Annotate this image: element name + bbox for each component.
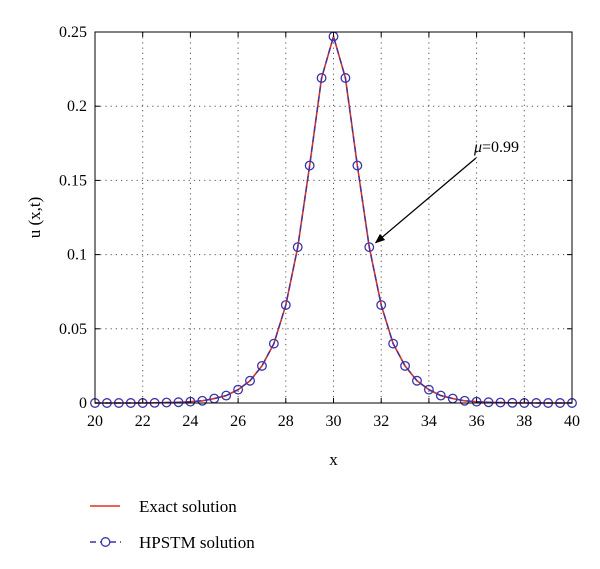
- plot-frame: [94, 31, 573, 404]
- legend-label-exact-solution: Exact solution: [139, 497, 237, 516]
- y-axis-label: u (x,t): [25, 197, 44, 239]
- data-point: [412, 375, 422, 386]
- x-axis-label: x: [329, 450, 338, 469]
- annotation-prefix: μ: [473, 139, 482, 156]
- annotation-arrow: [374, 157, 477, 244]
- x-tick-label: 38: [516, 413, 532, 430]
- data-point: [280, 300, 291, 311]
- annotation-label: μ=0.99: [473, 139, 519, 156]
- data-point: [173, 397, 184, 408]
- data-point: [376, 300, 387, 311]
- y-tick-label: 0: [79, 395, 87, 412]
- ticks: 20 22 24 26 28 30 32 34 36 38 40 0 0.05 0.1 0.15 0.2 0.2…: [59, 24, 580, 430]
- data-point: [268, 338, 279, 349]
- legend-marker-hpstm-solution: [100, 537, 111, 547]
- data-point: [364, 242, 375, 253]
- data-point: [304, 160, 315, 171]
- grid: [95, 32, 572, 403]
- legend-label-hpstm-solution: HPSTM solution: [139, 533, 255, 552]
- y-tick-label: 0.15: [59, 172, 87, 189]
- x-tick-label: 22: [135, 413, 151, 430]
- data-point: [400, 360, 411, 371]
- y-tick-label: 0.05: [59, 321, 87, 338]
- data-point: [185, 396, 196, 407]
- data-point: [292, 242, 303, 253]
- x-tick-label: 40: [564, 413, 580, 430]
- annotation: μ=0.99: [374, 139, 519, 244]
- data-point: [316, 73, 327, 83]
- y-tick-label: 0.2: [67, 98, 87, 115]
- data-point: [221, 390, 232, 401]
- data-point: [435, 390, 446, 401]
- x-tick-label: 32: [373, 413, 389, 430]
- data-point: [483, 397, 494, 408]
- data-point: [423, 384, 434, 395]
- legend: Exact solution HPSTM solution: [90, 497, 255, 552]
- data-point: [459, 395, 470, 406]
- data-point: [340, 73, 351, 83]
- x-tick-label: 30: [326, 413, 342, 430]
- data-point: [197, 395, 208, 406]
- y-tick-label: 0.1: [67, 247, 87, 264]
- data-point: [352, 160, 363, 171]
- x-tick-label: 28: [278, 413, 294, 430]
- x-tick-label: 26: [230, 413, 246, 430]
- annotation-value: =0.99: [482, 139, 519, 156]
- data-point: [233, 384, 244, 395]
- x-tick-label: 34: [421, 413, 437, 430]
- data-point: [245, 375, 255, 386]
- y-tick-label: 0.25: [59, 24, 87, 41]
- x-tick-label: 36: [469, 413, 485, 430]
- data-point: [257, 360, 267, 371]
- data-point: [471, 396, 482, 407]
- x-tick-label: 20: [87, 413, 103, 430]
- data-point: [388, 338, 399, 349]
- x-tick-label: 24: [182, 413, 198, 430]
